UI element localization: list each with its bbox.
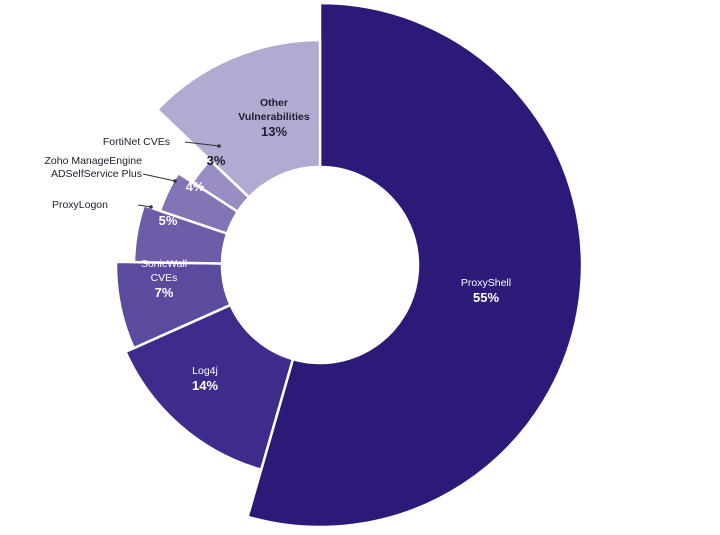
leader-line-fortinet-cves [184, 141, 220, 147]
value-label-log4j: 14% [192, 378, 218, 393]
callout-label-zoho-manageengine-adselfservice-plus: Zoho ManageEngine [45, 155, 143, 167]
slice-proxyshell [246, 1, 584, 529]
slice-label-sonicwall-cves: SonicWall [141, 258, 187, 270]
value-label-proxyshell: 55% [473, 290, 499, 305]
callout-label-zoho-manageengine-adselfservice-plus: ADSelfService Plus [51, 168, 142, 180]
slice-log4j [123, 303, 295, 472]
leader-line-zoho-manageengine-adselfservice-plus [142, 173, 176, 182]
value-label-other-vulnerabilities: 13% [261, 124, 287, 139]
leader-dot-proxylogon [149, 205, 153, 209]
value-label-sonicwall-cves: 7% [155, 285, 174, 300]
slice-label-other-vulnerabilities: Other [260, 97, 288, 109]
slice-proxylogon [132, 203, 229, 265]
slice-sonicwall-cves [114, 260, 233, 350]
slice-label-other-vulnerabilities: Vulnerabilities [238, 111, 310, 123]
slice-label-log4j: Log4j [192, 365, 218, 377]
value-label-fortinet-cves: 3% [207, 153, 226, 168]
slice-label-sonicwall-cves: CVEs [151, 272, 178, 284]
slice-other-vulnerabilities [155, 38, 322, 200]
leader-dot-zoho-manageengine-adselfservice-plus [173, 179, 177, 183]
callout-label-fortinet-cves: FortiNet CVEs [103, 136, 170, 148]
callout-label-proxylogon: ProxyLogon [52, 199, 108, 211]
value-label-proxylogon: 5% [159, 213, 178, 228]
leader-line-proxylogon [137, 204, 152, 208]
slice-label-proxyshell: ProxyShell [461, 277, 511, 289]
donut-slices [114, 1, 584, 529]
leader-dot-fortinet-cves [217, 144, 221, 148]
value-label-zoho-manageengine-adselfservice-plus: 4% [186, 179, 205, 194]
